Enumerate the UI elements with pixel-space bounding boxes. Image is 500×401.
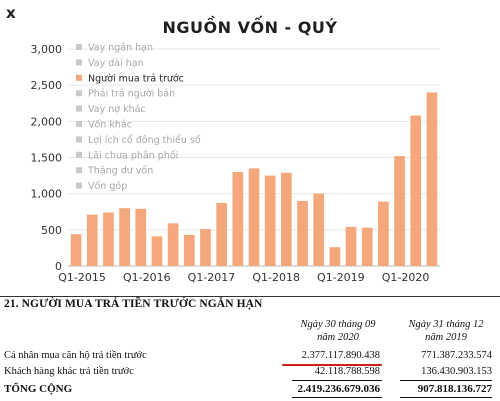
total-2019: 907.818.136.727 bbox=[417, 383, 492, 395]
y-tick-label: 3,000 bbox=[31, 43, 63, 56]
legend-label: Lợi ích cổ đông thiểu số bbox=[88, 135, 201, 146]
bar bbox=[410, 115, 422, 267]
bar bbox=[183, 234, 195, 266]
table-top-rule bbox=[0, 296, 500, 297]
y-tick-label: 2,000 bbox=[31, 115, 63, 128]
col-header-2020-line2: năm 2020 bbox=[317, 332, 359, 343]
bar bbox=[281, 172, 292, 266]
legend-label: Người mua trả trước bbox=[88, 73, 184, 84]
legend-label: Thặng dư vốn bbox=[87, 166, 153, 177]
bar bbox=[394, 156, 405, 266]
bar bbox=[297, 200, 308, 266]
x-tick-label: Q1-2018 bbox=[252, 271, 300, 284]
legend-swatch bbox=[76, 74, 82, 81]
legend-label: Lãi chưa phân phối bbox=[88, 150, 178, 161]
y-tick-label: 0 bbox=[55, 260, 62, 273]
highlight-underline bbox=[282, 364, 382, 366]
bar bbox=[378, 201, 389, 266]
total-double-rule-2019 bbox=[400, 397, 492, 398]
x-tick-label: Q1-2015 bbox=[58, 271, 106, 284]
legend-swatch bbox=[76, 59, 82, 66]
bar bbox=[119, 208, 130, 266]
x-tick-label: Q1-2019 bbox=[317, 271, 365, 284]
bar bbox=[426, 92, 438, 267]
row-label-other-customers: Khách hàng khác trả tiền trước bbox=[4, 366, 134, 377]
table-section-title: 21. NGƯỜI MUA TRẢ TIỀN TRƯỚC NGẮN HẠN bbox=[4, 298, 263, 310]
bar bbox=[167, 223, 179, 266]
legend-swatch bbox=[76, 105, 82, 112]
bar bbox=[103, 212, 114, 266]
legend-swatch bbox=[76, 136, 82, 143]
legend-swatch bbox=[76, 182, 82, 189]
y-tick-label: 2,500 bbox=[31, 79, 63, 92]
bar bbox=[86, 214, 98, 266]
cell-other-2019: 136.430.903.153 bbox=[421, 366, 492, 377]
total-label: TỔNG CỘNG bbox=[4, 383, 73, 395]
chart-title: NGUỒN VỐN - QUÝ bbox=[162, 18, 338, 37]
legend-swatch bbox=[76, 167, 82, 174]
col-header-2019: Ngày 31 tháng 12 năm 2019 bbox=[396, 318, 496, 344]
bar bbox=[345, 226, 357, 266]
cell-individuals-2020: 2.377.117.890.438 bbox=[301, 350, 380, 361]
bar bbox=[264, 175, 276, 266]
bar bbox=[248, 168, 260, 266]
bar bbox=[361, 227, 373, 266]
legend-swatch bbox=[76, 121, 82, 127]
bar bbox=[216, 203, 227, 266]
bar-chart: 0 500 1,000 1,500 2,000 2,500 3,000 Q1-2015 Q1-2… bbox=[31, 43, 440, 284]
col-header-2020-line1: Ngày 30 tháng 09 bbox=[300, 319, 376, 330]
total-double-rule-2020 bbox=[292, 397, 382, 398]
cell-individuals-2019: 771.387.233.574 bbox=[421, 350, 492, 361]
bar bbox=[313, 193, 325, 266]
col-header-2019-line1: Ngày 31 tháng 12 bbox=[408, 319, 484, 330]
total-rule-2020 bbox=[292, 380, 382, 381]
legend-swatch bbox=[76, 44, 82, 50]
total-rule-2019 bbox=[400, 380, 492, 381]
col-header-2020: Ngày 30 tháng 09 năm 2020 bbox=[290, 318, 386, 344]
bar bbox=[232, 171, 244, 266]
y-tick-label: 500 bbox=[41, 224, 62, 237]
x-tick-label: Q1-2017 bbox=[188, 271, 236, 284]
legend-label: Vay ngắn hạn bbox=[88, 43, 153, 54]
y-tick-label: 1,000 bbox=[31, 188, 63, 201]
chart-panel: x NGUỒN VỐN - QUÝ 0 500 1,000 1,500 2,000 2,5… bbox=[6, 4, 440, 284]
legend-label: Vốn góp bbox=[88, 181, 127, 192]
corner-mark: x bbox=[6, 4, 16, 22]
bar bbox=[151, 236, 163, 266]
legend-swatch bbox=[76, 90, 82, 97]
cell-other-2020: 42.118.788.598 bbox=[314, 366, 380, 377]
total-2020: 2.419.236.679.036 bbox=[297, 383, 381, 395]
bar bbox=[200, 229, 211, 266]
row-label-individuals: Cá nhân mua căn hộ trả tiền trước bbox=[4, 350, 147, 361]
bar bbox=[135, 208, 147, 266]
x-tick-label: Q1-2016 bbox=[123, 271, 171, 284]
col-header-2019-line2: năm 2019 bbox=[425, 332, 467, 343]
legend-swatch bbox=[76, 151, 82, 158]
y-tick-label: 1,500 bbox=[31, 152, 63, 165]
bar bbox=[70, 234, 82, 266]
bar bbox=[329, 247, 341, 266]
legend-label: Vay nợ khác bbox=[88, 104, 146, 115]
legend-label: Vốn khác bbox=[88, 120, 132, 131]
x-tick-label: Q1-2020 bbox=[382, 271, 430, 284]
legend-label: Vay dài hạn bbox=[88, 58, 144, 69]
financial-table: 21. NGƯỜI MUA TRẢ TIỀN TRƯỚC NGẮN HẠN Ng… bbox=[0, 294, 500, 401]
legend-label: Phải trả người bán bbox=[88, 89, 175, 100]
